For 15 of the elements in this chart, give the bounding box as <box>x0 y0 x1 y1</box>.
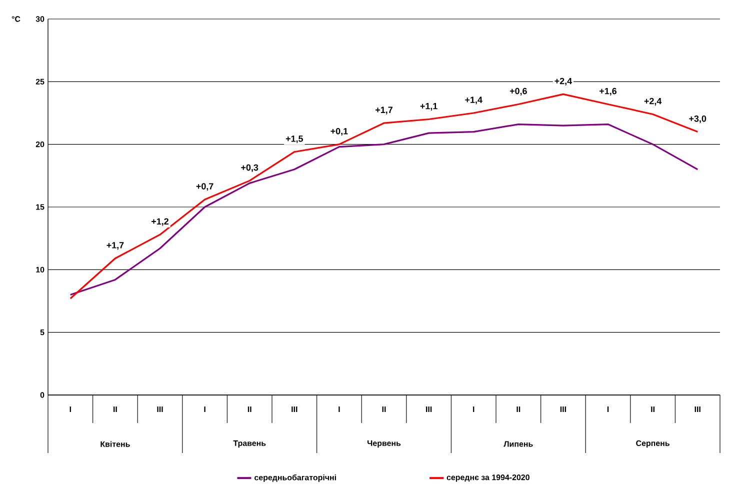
annotation: +3,0 <box>689 115 706 124</box>
annotation: +1,2 <box>152 218 168 226</box>
annotation: +1,6 <box>600 88 617 96</box>
annotation: +1,1 <box>420 103 438 111</box>
annotation: +1,4 <box>465 96 482 104</box>
annotation: +1,5 <box>286 136 303 144</box>
annotation: +1,7 <box>106 242 124 250</box>
annotation: +2,4 <box>554 78 572 86</box>
annotation: +2,4 <box>644 98 662 106</box>
annotation: +0,7 <box>196 183 214 191</box>
annotation: +1,7 <box>376 106 392 114</box>
annotation: +0,1 <box>330 128 348 136</box>
annotation: +0,3 <box>241 164 258 172</box>
line-series <box>70 123 698 296</box>
annotation: +0,6 <box>510 88 527 96</box>
